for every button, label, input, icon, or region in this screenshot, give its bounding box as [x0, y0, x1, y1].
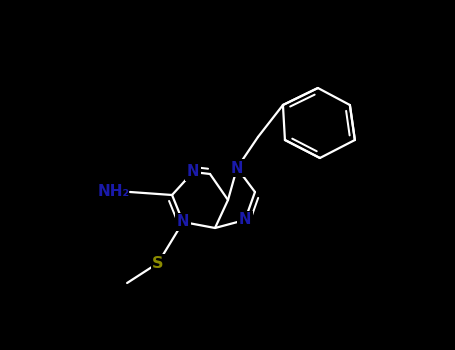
Text: N: N	[239, 212, 251, 228]
Text: N: N	[187, 164, 199, 180]
Text: N: N	[177, 215, 189, 230]
Text: NH₂: NH₂	[98, 184, 130, 200]
Text: N: N	[231, 161, 243, 175]
Text: S: S	[152, 256, 164, 271]
